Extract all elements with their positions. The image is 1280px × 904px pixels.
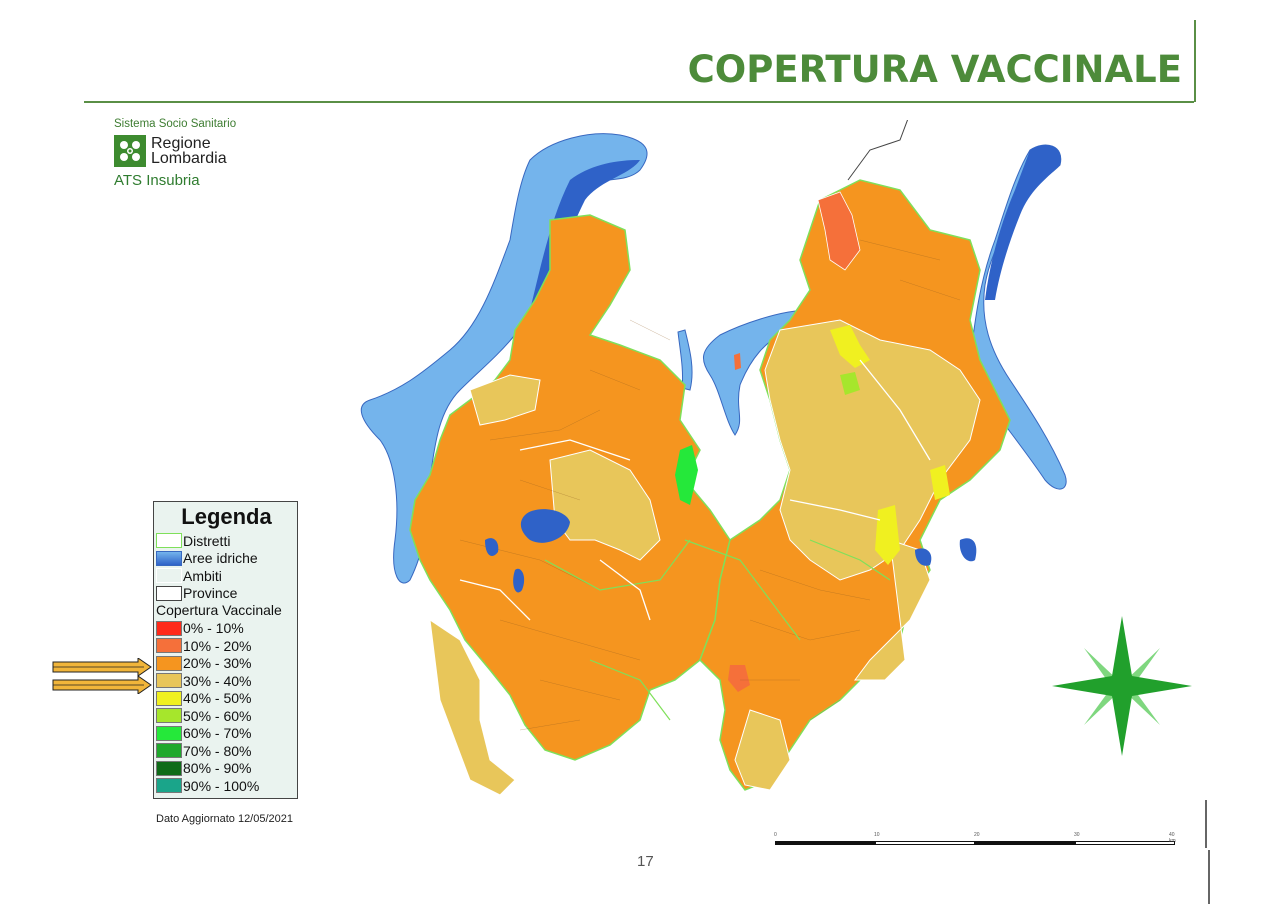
legend-layer-ambiti: Ambiti [156, 567, 297, 585]
legend-coverage-title: Copertura Vaccinale [156, 602, 282, 618]
scale-segment [1075, 841, 1175, 845]
logo: Sistema Socio Sanitario Regione Lombardi… [114, 118, 236, 189]
scale-label: 30 [1074, 832, 1080, 838]
legend-classes: 0% - 10% 10% - 20% 20% - 30% 30% - 40% 40% -… [156, 620, 297, 795]
lake-pusiano [915, 548, 932, 566]
legend-class-row: 50% - 60% [156, 707, 297, 725]
legend-layer-label: Province [183, 585, 238, 602]
legend-class-row: 60% - 70% [156, 725, 297, 743]
logo-agency: ATS Insubria [114, 172, 200, 189]
region-10-20-south [728, 665, 750, 692]
page-number: 17 [637, 853, 654, 870]
legend-class-swatch [156, 620, 182, 636]
legend-class-swatch [156, 673, 182, 689]
legend-swatch-distretti [156, 533, 182, 549]
legend-layer-label: Ambiti [183, 567, 222, 584]
lake-como-deep [985, 145, 1061, 300]
compass-rose-icon [1052, 616, 1192, 756]
legend-swatch-province [156, 585, 182, 601]
scale-segment [975, 841, 1075, 845]
header-vertical-rule [1194, 20, 1196, 102]
highlight-arrow-30-40 [52, 676, 152, 694]
legend-class-label: 90% - 100% [183, 777, 260, 794]
legend-class-row: 30% - 40% [156, 672, 297, 690]
scale-segment [875, 841, 975, 845]
lake-comabbio [485, 538, 499, 556]
header-rule [84, 101, 1194, 103]
legend-layer-distretti: Distretti [156, 532, 297, 550]
legend-class-row: 70% - 80% [156, 742, 297, 760]
legend-class-label: 20% - 30% [183, 655, 252, 672]
legend-layer-water: Aree idriche [156, 550, 297, 568]
legend-class-swatch [156, 690, 182, 706]
region-10-20-north [817, 191, 861, 271]
legend-class-row: 90% - 100% [156, 777, 297, 795]
region-10-20-lake [734, 353, 741, 370]
lake-varese [520, 509, 570, 543]
side-rule-lower [1208, 850, 1210, 904]
legend-class-row: 40% - 50% [156, 690, 297, 708]
region-tan-1 [549, 449, 661, 561]
side-rule-upper [1205, 800, 1207, 848]
scale-label: 40 km [1169, 832, 1176, 844]
legend-title: Legenda [181, 504, 272, 529]
scale-label: 10 [874, 832, 880, 838]
province-boundary-north [847, 120, 909, 181]
legend-class-swatch [156, 743, 182, 759]
coverage-map [360, 120, 1067, 796]
update-date: Dato Aggiornato 12/05/2021 [156, 813, 294, 825]
logo-region-line1: Regione [151, 135, 211, 152]
legend-class-label: 80% - 90% [183, 760, 252, 777]
scale-bar: 0 10 20 30 40 km [774, 832, 1176, 845]
legend-layer-label: Aree idriche [183, 550, 258, 567]
highlight-arrow-20-30 [52, 658, 152, 676]
legend-class-swatch [156, 708, 182, 724]
legend-class-label: 10% - 20% [183, 637, 252, 654]
legend-class-label: 70% - 80% [183, 742, 252, 759]
page-title: COPERTURA VACCINALE [687, 48, 1182, 91]
region-50-60 [840, 372, 860, 395]
legend-class-row: 80% - 90% [156, 760, 297, 778]
lombardia-rose-icon [114, 135, 146, 167]
region-40-50-c [930, 465, 950, 500]
legend-class-swatch [156, 655, 182, 671]
legend-swatch-ambiti [156, 568, 182, 584]
region-tan-6 [734, 709, 791, 791]
legend-class-row: 20% - 30% [156, 655, 297, 673]
region-40-50-b [875, 505, 900, 565]
legend-class-label: 50% - 60% [183, 707, 252, 724]
region-40-50-a [830, 325, 870, 368]
legend-class-swatch [156, 760, 182, 776]
lake-annone [959, 538, 977, 562]
scale-label: 0 [774, 832, 777, 838]
legend-class-label: 40% - 50% [183, 690, 252, 707]
legend-class-swatch [156, 778, 182, 794]
scale-segment [775, 841, 875, 845]
logo-system-text: Sistema Socio Sanitario [114, 118, 237, 130]
legend-layer-province: Province [156, 585, 297, 603]
legend-class-label: 30% - 40% [183, 672, 252, 689]
legend-class-label: 60% - 70% [183, 725, 252, 742]
map-legend: Legenda Distretti Aree idriche Ambiti Pr… [153, 501, 298, 799]
legend-layer-label: Distretti [183, 532, 231, 549]
legend-class-row: 10% - 20% [156, 637, 297, 655]
scale-label: 20 [974, 832, 980, 838]
legend-class-label: 0% - 10% [183, 620, 244, 637]
region-tan-5 [429, 618, 516, 796]
lake-monate [513, 568, 525, 593]
region-60-70 [675, 445, 698, 505]
legend-class-swatch [156, 725, 182, 741]
legend-class-swatch [156, 638, 182, 654]
region-tan-2 [469, 374, 541, 426]
logo-region-line2: Lombardia [151, 150, 227, 167]
legend-swatch-water [156, 550, 182, 566]
legend-class-row: 0% - 10% [156, 620, 297, 638]
